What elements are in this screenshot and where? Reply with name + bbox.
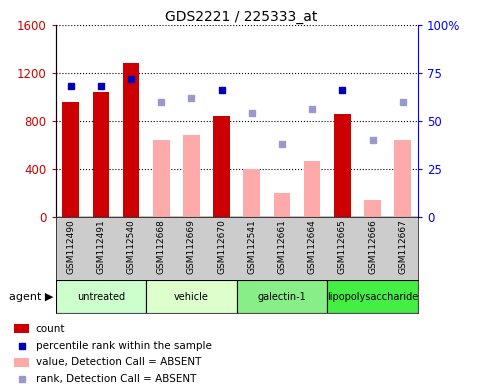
Bar [364, 200, 381, 217]
Bar [274, 193, 290, 217]
Text: GSM112540: GSM112540 [127, 219, 136, 274]
Bar [93, 92, 109, 217]
Text: lipopolysaccharide: lipopolysaccharide [327, 291, 418, 302]
Bar [56, 280, 146, 313]
Text: vehicle: vehicle [174, 291, 209, 302]
Bar [14, 358, 29, 366]
Bar [123, 63, 139, 217]
Text: value, Detection Call = ABSENT: value, Detection Call = ABSENT [36, 358, 201, 367]
Text: untreated: untreated [77, 291, 125, 302]
Bar [304, 161, 320, 217]
Bar [183, 136, 199, 217]
Bar [153, 140, 170, 217]
Text: GSM112668: GSM112668 [156, 219, 166, 274]
Text: percentile rank within the sample: percentile rank within the sample [36, 341, 212, 351]
Text: GSM112490: GSM112490 [66, 219, 75, 274]
Bar [213, 116, 230, 217]
Bar [327, 280, 418, 313]
Text: galectin-1: galectin-1 [257, 291, 306, 302]
Bar [146, 280, 237, 313]
Bar [334, 114, 351, 217]
Text: GSM112665: GSM112665 [338, 219, 347, 274]
Text: GSM112661: GSM112661 [277, 219, 286, 274]
Bar [237, 280, 327, 313]
Text: rank, Detection Call = ABSENT: rank, Detection Call = ABSENT [36, 374, 196, 384]
Text: count: count [36, 324, 65, 334]
Text: GSM112491: GSM112491 [96, 219, 105, 274]
Text: GSM112667: GSM112667 [398, 219, 407, 274]
Bar [14, 324, 29, 333]
Text: GSM112541: GSM112541 [247, 219, 256, 274]
Text: GSM112669: GSM112669 [187, 219, 196, 274]
Text: GSM112664: GSM112664 [308, 219, 317, 274]
Text: agent ▶: agent ▶ [9, 291, 53, 302]
Bar [62, 102, 79, 217]
Text: GSM112666: GSM112666 [368, 219, 377, 274]
Text: GDS2221 / 225333_at: GDS2221 / 225333_at [165, 10, 318, 23]
Bar [395, 140, 411, 217]
Text: GSM112670: GSM112670 [217, 219, 226, 274]
Bar [243, 169, 260, 217]
